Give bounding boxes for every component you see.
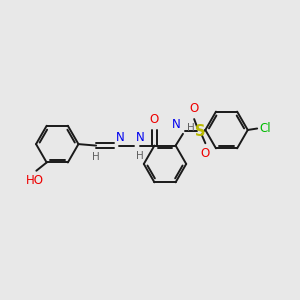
Text: HO: HO <box>26 174 44 187</box>
Text: N: N <box>136 131 145 144</box>
Text: O: O <box>150 113 159 126</box>
Text: Cl: Cl <box>259 122 271 135</box>
Text: O: O <box>190 102 199 115</box>
Text: N: N <box>116 131 124 144</box>
Text: H: H <box>187 123 194 133</box>
Text: H: H <box>136 151 144 161</box>
Text: O: O <box>201 147 210 160</box>
Text: N: N <box>172 118 181 131</box>
Text: H: H <box>92 152 100 162</box>
Text: S: S <box>195 124 205 139</box>
